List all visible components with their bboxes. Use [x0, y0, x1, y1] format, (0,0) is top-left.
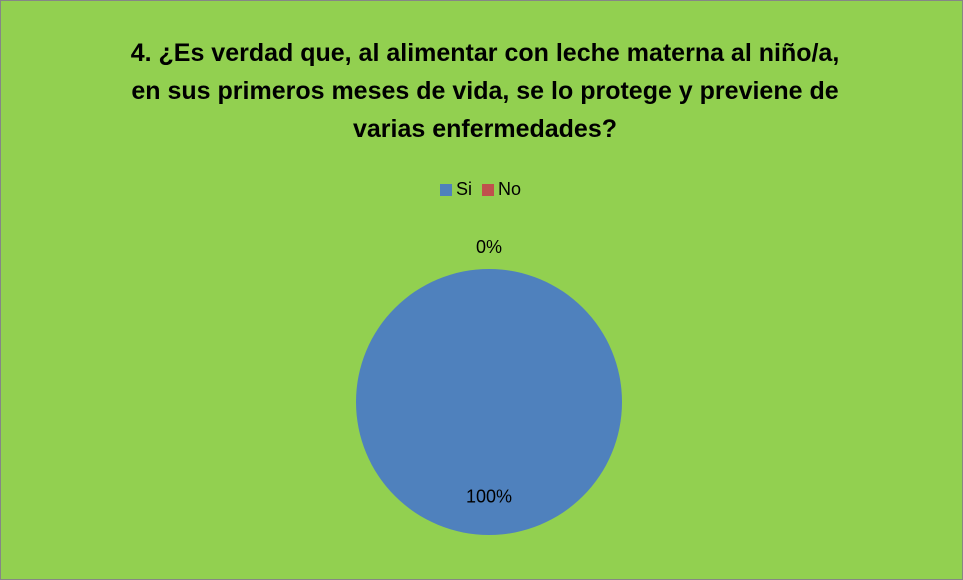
- data-label: 100%: [466, 487, 512, 507]
- legend-label: Si: [456, 179, 472, 199]
- legend-label: No: [498, 179, 521, 199]
- legend-swatch: [482, 184, 495, 196]
- data-label: 0%: [476, 237, 502, 257]
- pie-slice: [356, 269, 622, 535]
- legend-swatch: [440, 184, 452, 196]
- chart-title: 4. ¿Es verdad que, al alimentar con lech…: [130, 39, 840, 143]
